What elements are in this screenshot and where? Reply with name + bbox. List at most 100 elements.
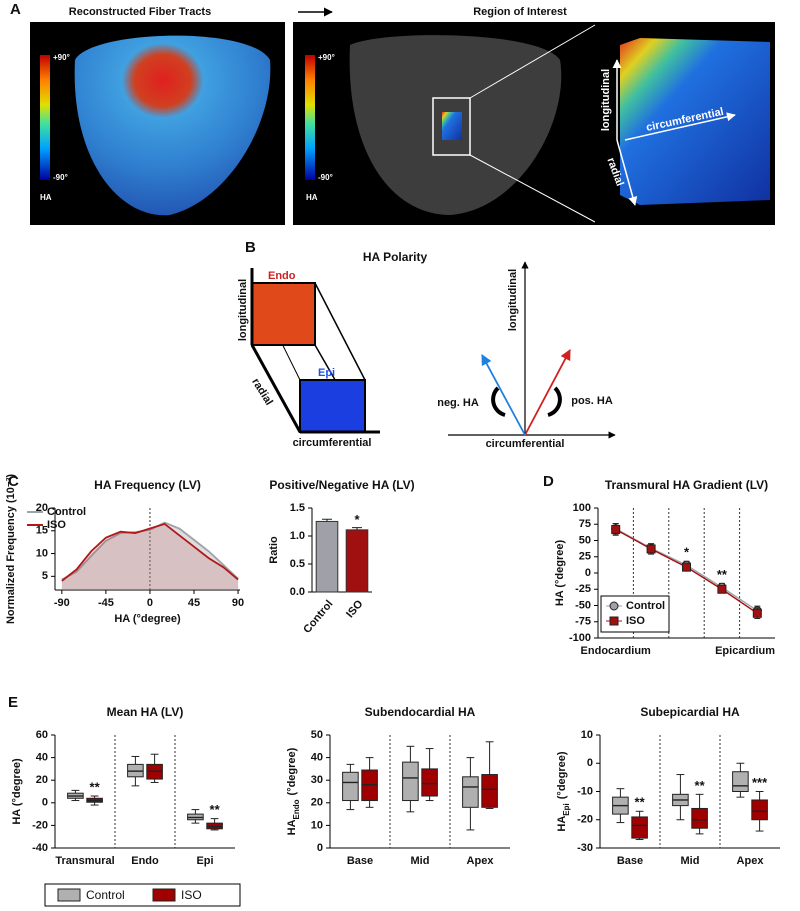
y-tick-label: 50 [311,729,323,741]
area [61,522,239,590]
colorbar-label: -90° [318,173,333,182]
legend-label: Control [47,506,86,518]
y-tick-label: -10 [577,785,593,797]
y-tick-label: 15 [36,525,48,537]
box [631,816,648,839]
axis-label: longitudinal [600,69,612,131]
panel-label: C [8,473,19,490]
y-tick-label: 10 [581,729,593,741]
panel-label: A [10,1,21,18]
y-axis-label: HAEndo (°degree) [286,747,301,835]
y-tick-label: -25 [575,583,591,595]
x-tick-label: Epi [196,855,213,867]
y-axis-label-part: HA [286,819,298,835]
legend-box [44,883,241,907]
chart-title: Subepicardial HA [640,705,740,719]
panel-label: E [8,694,18,711]
y-axis-label: Ratio [268,536,280,564]
y-tick-label: 1.0 [290,530,305,542]
significance: ** [635,795,646,810]
y-tick-label: -20 [32,819,48,831]
rotation-arrow [547,386,562,417]
pos-label: pos. HA [571,395,613,407]
marker [752,608,762,618]
x-axis-label: Epicardium [715,645,775,657]
y-axis-label: HAEpi (°degree) [556,751,571,831]
y-tick-label: 60 [36,729,48,741]
error-bar [322,518,332,522]
legend-swatch [57,888,81,902]
x-tick-label: ISO [344,598,366,621]
chart-title: Transmural HA Gradient (LV) [605,478,768,492]
x-tick-label: -90 [54,597,70,609]
y-tick-label: 25 [579,551,591,563]
chart-title: Mean HA (LV) [107,705,184,719]
colorbar-label: +90° [318,53,335,62]
x-tick-label: Control [301,598,335,636]
chart-title: Subendocardial HA [365,705,476,719]
y-tick-label: -50 [575,599,591,611]
y-tick-label: 30 [311,774,323,786]
y-tick-label: 20 [36,774,48,786]
y-tick-label: 10 [311,819,323,831]
series-line [61,522,239,582]
y-tick-label: 40 [311,752,323,764]
legend-label: Control [86,888,125,902]
x-axis-label: HA (°degree) [114,613,181,625]
neg-label: neg. HA [437,397,479,409]
box [751,799,768,821]
box [402,761,419,802]
significance: ** [210,802,221,817]
y-tick-label: 20 [36,502,48,514]
roi-cube [442,112,462,140]
box [421,768,438,797]
axis-arrow [616,139,638,206]
marker [646,544,656,554]
series-line [61,521,239,581]
x-tick-label: 45 [188,597,200,609]
colorbar-label: -90° [53,173,68,182]
y-tick-label: -20 [577,814,593,826]
x-tick-label: Apex [737,855,765,867]
y-tick-label: 75 [579,518,591,530]
y-tick-label: 5 [42,570,48,582]
legend-label: ISO [181,888,202,902]
box [691,807,708,829]
y-axis-label-part: Epi [562,803,571,815]
bar [315,520,339,593]
y-tick-label: -30 [577,842,593,854]
y-tick-label: -40 [32,842,48,854]
x-tick-label: Base [617,855,643,867]
x-tick-label: Mid [411,855,430,867]
significance: * [684,545,690,560]
significance: ** [90,779,101,794]
legend-swatch [152,888,176,902]
y-tick-label: 100 [573,502,591,514]
box [732,771,749,792]
significance: ** [717,567,728,582]
legend-marker [609,601,619,611]
x-tick-label: Endo [131,855,159,867]
x-tick-label: Mid [681,855,700,867]
box [481,774,498,808]
x-tick-label: 0 [147,597,153,609]
x-axis-label: Endocardium [581,645,652,657]
axis-label: circumferential [293,437,372,449]
error-bar [352,527,362,530]
axis-label: circumferential [486,438,565,450]
diagram-title: HA Polarity [363,250,428,264]
y-axis-label-part: (°degree) [286,747,298,795]
box [342,771,359,802]
endo-face [251,282,316,346]
image-title: Reconstructed Fiber Tracts [69,6,211,18]
prism-edge [314,282,366,381]
y-tick-label: 0 [42,797,48,809]
heart-image [74,35,271,216]
y-tick-label: 0.5 [290,558,305,570]
y-axis-label-part: Endo [292,799,301,819]
y-tick-label: 0.0 [290,586,305,598]
colorbar [40,55,50,180]
y-tick-label: 50 [579,534,591,546]
legend-label: Control [626,600,665,612]
roi-box [432,97,471,156]
